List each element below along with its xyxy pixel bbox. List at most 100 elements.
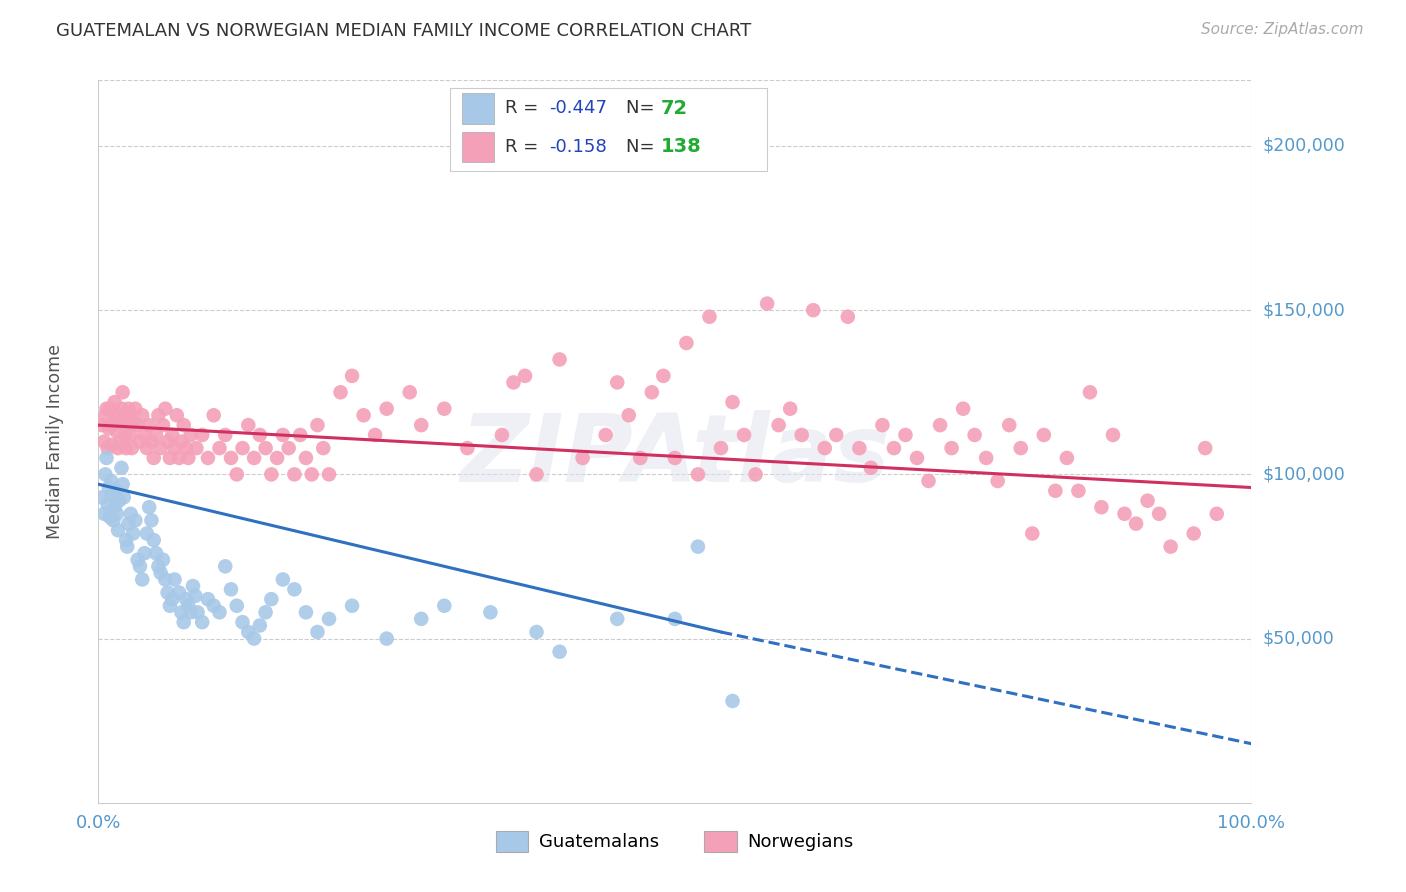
Point [249, 618, 271, 632]
Point [145, 546, 167, 560]
Point [103, 513, 125, 527]
Point [329, 385, 352, 400]
Point [260, 592, 283, 607]
Point [135, 441, 157, 455]
Point [998, 418, 1021, 433]
Point [197, 592, 219, 607]
Point [160, 428, 183, 442]
FancyBboxPatch shape [450, 87, 768, 170]
Point [231, 441, 254, 455]
Point [156, 585, 179, 599]
Point [312, 441, 335, 455]
Text: R =: R = [505, 100, 544, 118]
Point [187, 605, 209, 619]
Point [141, 434, 163, 449]
Point [238, 625, 260, 640]
Text: N=: N= [627, 137, 661, 156]
Point [186, 441, 208, 455]
Text: R =: R = [505, 137, 544, 156]
Point [987, 474, 1010, 488]
Point [134, 428, 156, 442]
Point [101, 438, 124, 452]
Point [1090, 500, 1112, 515]
Point [108, 493, 131, 508]
Point [138, 500, 160, 515]
Point [131, 573, 153, 587]
Point [167, 585, 190, 599]
Point [142, 450, 165, 465]
Point [191, 615, 214, 630]
Point [1067, 483, 1090, 498]
Point [375, 401, 398, 416]
Point [526, 625, 548, 640]
Text: $200,000: $200,000 [1263, 137, 1346, 155]
Point [180, 428, 202, 442]
Point [155, 401, 177, 416]
Point [122, 415, 145, 429]
Point [1010, 441, 1032, 455]
Point [96, 401, 118, 416]
Point [295, 450, 318, 465]
Point [100, 418, 122, 433]
Point [526, 467, 548, 482]
Text: ZIPAtlas: ZIPAtlas [460, 410, 890, 502]
Point [105, 425, 128, 439]
Point [606, 612, 628, 626]
Point [398, 385, 420, 400]
Point [112, 409, 135, 423]
Point [118, 409, 141, 423]
Point [107, 441, 129, 455]
Point [1136, 493, 1159, 508]
Point [768, 418, 790, 433]
Point [174, 592, 197, 607]
Point [115, 533, 138, 547]
Point [238, 418, 260, 433]
Point [159, 450, 181, 465]
Point [859, 460, 882, 475]
Point [318, 612, 340, 626]
Point [243, 450, 266, 465]
Point [152, 553, 174, 567]
Point [97, 441, 120, 455]
Point [149, 441, 172, 455]
Point [1045, 483, 1067, 498]
Point [202, 599, 225, 613]
Point [97, 421, 120, 435]
Point [122, 526, 145, 541]
Point [173, 615, 195, 630]
Point [266, 450, 288, 465]
Legend: Guatemalans, Norwegians: Guatemalans, Norwegians [488, 823, 862, 859]
FancyBboxPatch shape [461, 132, 494, 162]
Point [135, 526, 157, 541]
Point [107, 523, 129, 537]
Point [710, 441, 733, 455]
Point [108, 415, 131, 429]
Point [110, 434, 132, 449]
Point [174, 441, 197, 455]
Point [1114, 507, 1136, 521]
Point [115, 441, 138, 455]
Point [617, 409, 640, 423]
Point [225, 467, 247, 482]
Point [283, 467, 305, 482]
Point [148, 559, 170, 574]
Point [307, 625, 329, 640]
Point [177, 450, 200, 465]
Point [163, 573, 186, 587]
Point [243, 632, 266, 646]
Point [883, 441, 905, 455]
Point [277, 441, 299, 455]
Point [411, 612, 433, 626]
Point [1205, 507, 1227, 521]
Text: Source: ZipAtlas.com: Source: ZipAtlas.com [1201, 22, 1364, 37]
Point [1182, 526, 1205, 541]
Point [219, 450, 242, 465]
Text: $50,000: $50,000 [1263, 630, 1334, 648]
Point [127, 418, 149, 433]
Point [148, 409, 170, 423]
Point [652, 368, 675, 383]
Point [491, 428, 513, 442]
Point [433, 401, 456, 416]
Point [801, 303, 824, 318]
Point [733, 428, 755, 442]
